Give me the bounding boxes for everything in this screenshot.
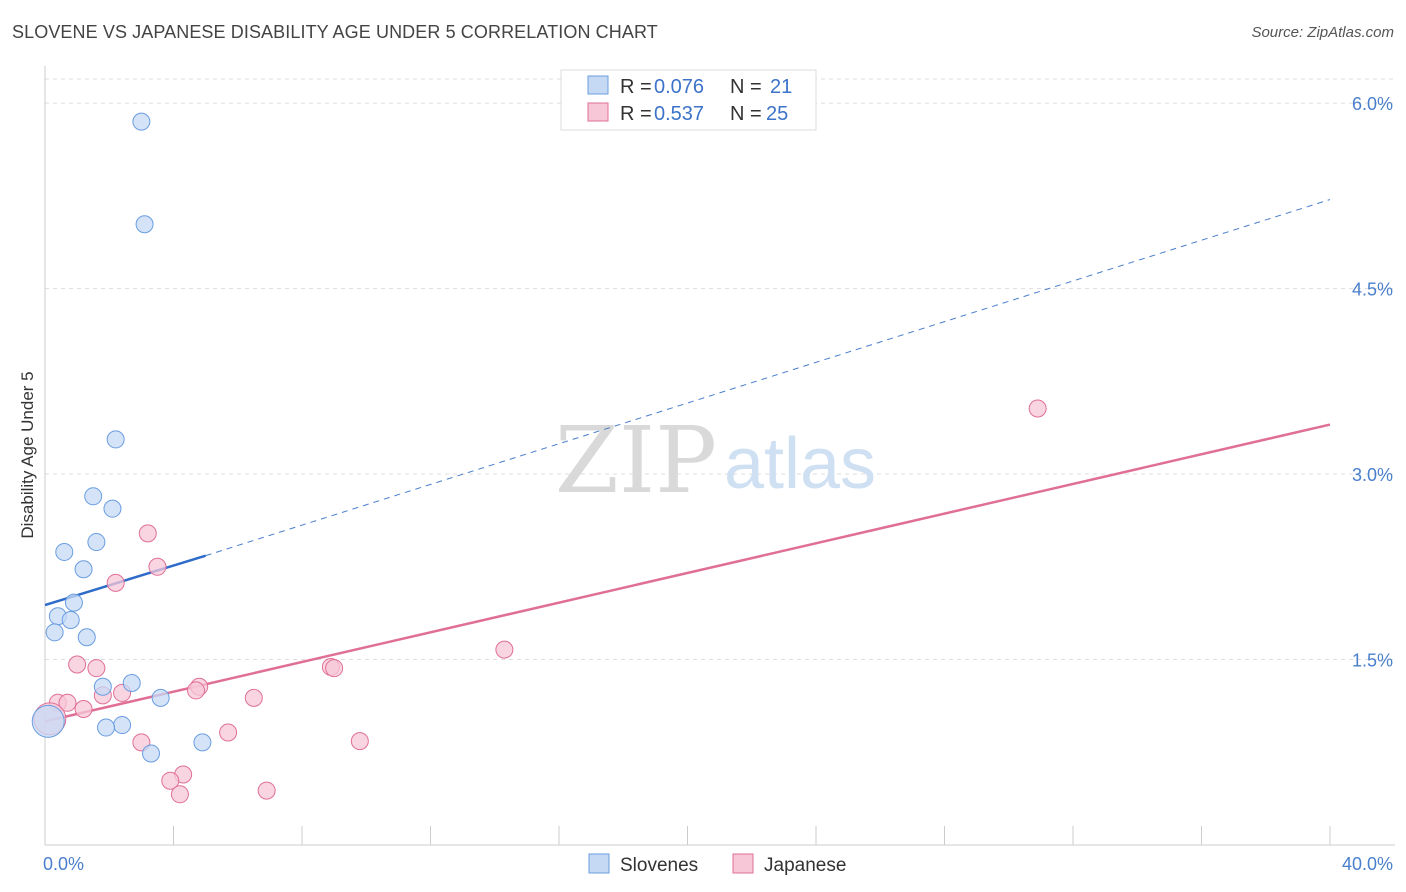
point-japanese-17 — [219, 723, 238, 742]
y-tick-label-3: 6.0% — [1352, 94, 1393, 114]
point-japanese-8 — [325, 659, 344, 678]
point-japanese-5 — [68, 655, 87, 674]
y-tick-label-1: 3.0% — [1352, 465, 1393, 485]
point-slovenes-7 — [74, 560, 93, 579]
point-japanese-6 — [87, 659, 106, 678]
point-slovenes-19 — [142, 744, 161, 763]
point-slovenes-18 — [193, 733, 212, 752]
point-slovenes-2 — [106, 430, 125, 449]
point-slovenes-13 — [122, 674, 141, 693]
point-japanese-13 — [244, 688, 263, 707]
stats-legend: R = 0.076 N = 21 R = 0.537 N = 25 — [560, 69, 817, 131]
point-slovenes-0 — [132, 112, 151, 131]
bottom-legend-label-japanese: Japanese — [764, 855, 846, 876]
axes — [44, 66, 1395, 846]
point-japanese-1 — [138, 524, 157, 543]
bottom-legend-swatch-japanese — [732, 853, 754, 874]
point-japanese-15 — [58, 693, 77, 712]
chart-source: Source: ZipAtlas.com — [1251, 24, 1394, 41]
point-slovenes-4 — [103, 499, 122, 518]
point-slovenes-12 — [77, 628, 96, 647]
legend-r-value-slovenes: 0.076 — [654, 76, 704, 98]
point-japanese-10 — [186, 681, 205, 700]
legend-n-value-slovenes: 21 — [770, 76, 792, 98]
legend-n-label-slovenes: N = — [730, 76, 762, 98]
gridlines — [45, 78, 1395, 661]
chart-title: SLOVENE VS JAPANESE DISABILITY AGE UNDER… — [12, 22, 658, 42]
legend-swatch-slovenes — [587, 75, 609, 95]
point-slovenes-5 — [87, 533, 106, 552]
point-japanese-21 — [161, 771, 180, 790]
legend-r-label-slovenes: R = — [620, 76, 652, 98]
point-slovenes-14 — [93, 677, 112, 696]
tick-labels: 1.5% 3.0% 4.5% 6.0% 0.0% 40.0% — [43, 94, 1393, 874]
point-slovenes-17 — [97, 718, 116, 737]
point-slovenes-8 — [64, 593, 83, 612]
point-japanese-3 — [106, 573, 125, 592]
point-slovenes-20 — [31, 704, 65, 738]
watermark: ZIP atlas — [555, 407, 876, 514]
y-tick-label-0: 1.5% — [1352, 651, 1393, 671]
series-legend: Slovenes Japanese — [588, 853, 846, 876]
y-axis-title: Disability Age Under 5 — [18, 371, 37, 538]
bottom-legend-swatch-slovenes — [588, 853, 610, 874]
legend-n-label-japanese: N = — [730, 103, 762, 125]
watermark-zip: ZIP — [555, 407, 717, 514]
point-japanese-23 — [257, 781, 276, 800]
trend-line-japanese — [44, 423, 1331, 723]
legend-r-label-japanese: R = — [620, 103, 652, 125]
point-japanese-22 — [170, 785, 189, 804]
point-slovenes-16 — [113, 716, 132, 735]
trend-extension-slovenes — [205, 199, 1331, 557]
legend-n-value-japanese: 25 — [766, 103, 788, 125]
point-slovenes-1 — [135, 215, 154, 234]
x-tick-label-1: 40.0% — [1342, 854, 1393, 874]
point-japanese-4 — [495, 640, 514, 659]
x-tick-label-0: 0.0% — [43, 854, 84, 874]
point-japanese-19 — [350, 732, 369, 751]
legend-r-value-japanese: 0.537 — [654, 103, 704, 125]
point-slovenes-6 — [55, 542, 74, 561]
legend-swatch-japanese — [587, 102, 609, 122]
point-japanese-2 — [148, 557, 167, 576]
bottom-legend-label-slovenes: Slovenes — [620, 855, 698, 876]
data-points — [31, 112, 1047, 804]
point-japanese-16 — [74, 699, 93, 718]
point-slovenes-3 — [84, 487, 103, 506]
point-slovenes-11 — [45, 623, 64, 642]
point-slovenes-15 — [151, 688, 170, 707]
point-slovenes-10 — [61, 610, 80, 629]
watermark-atlas: atlas — [724, 424, 876, 504]
point-japanese-0 — [1028, 399, 1047, 418]
y-tick-label-2: 4.5% — [1352, 280, 1393, 300]
